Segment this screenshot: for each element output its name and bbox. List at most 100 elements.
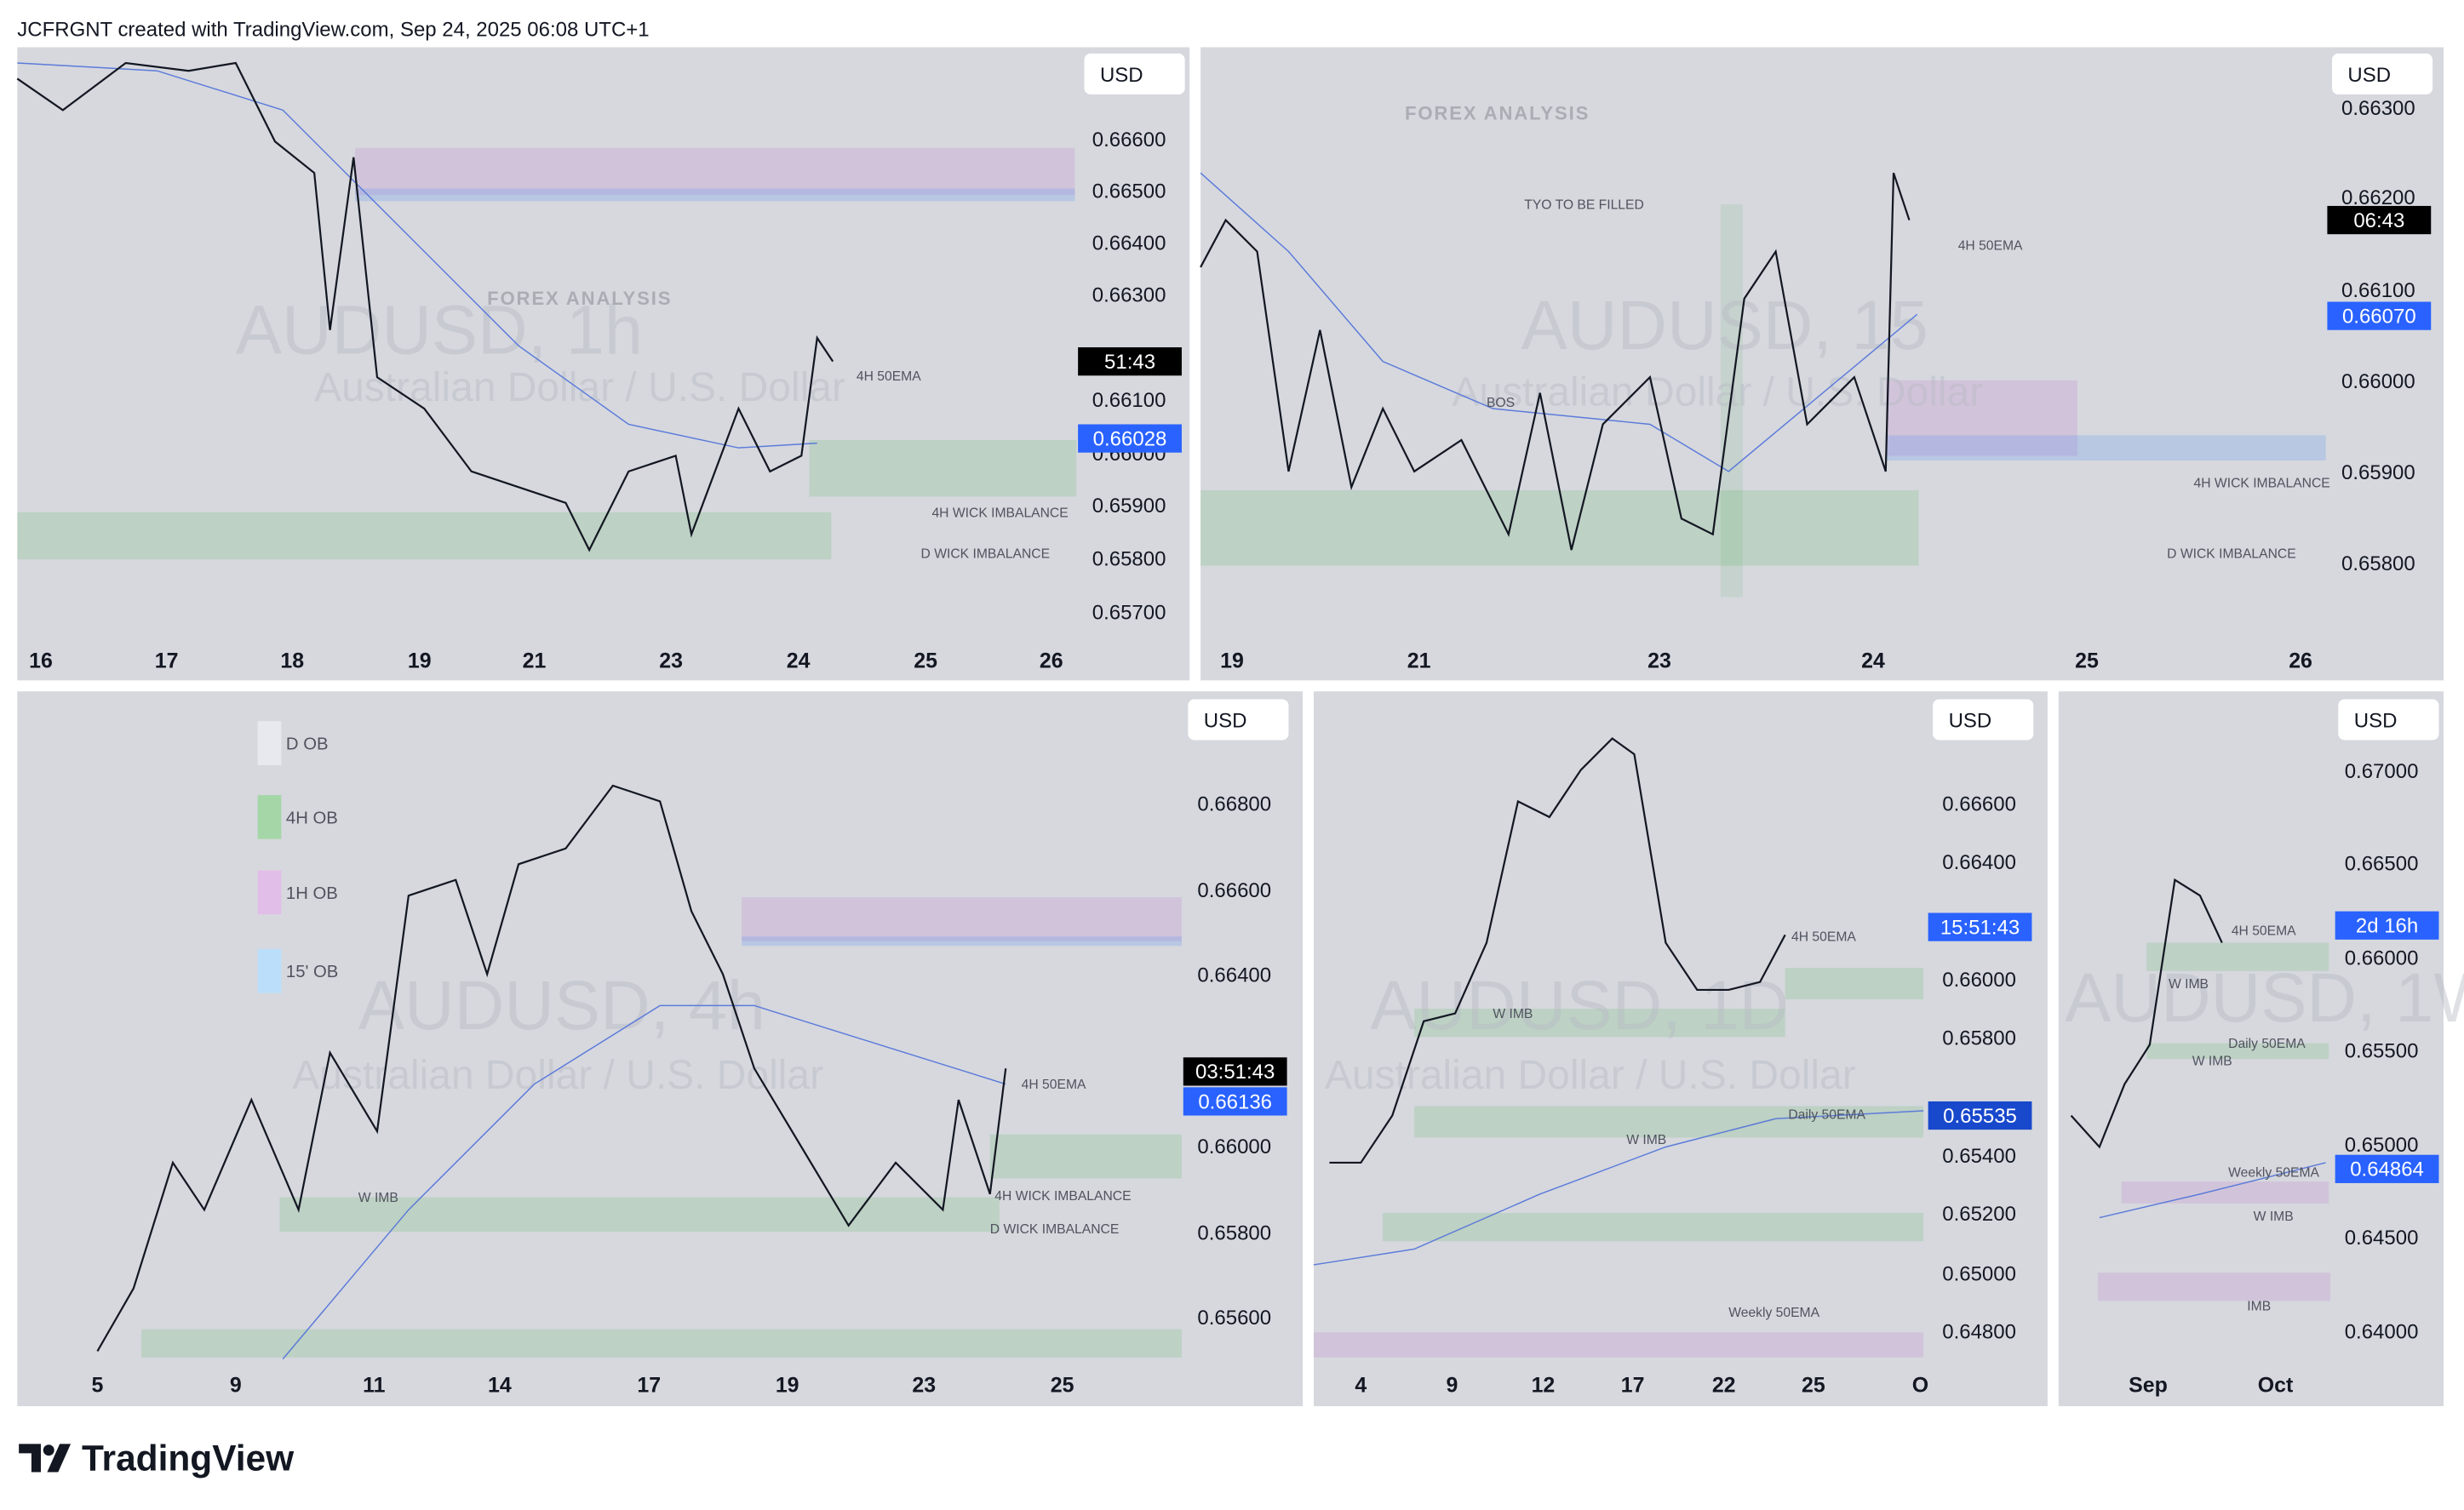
price-label: 0.65900 [2341,461,2415,484]
price-label: 0.65800 [1197,1221,1271,1244]
currency-button[interactable] [1188,699,1289,741]
annotation: 4H WICK IMBALANCE [994,1189,1131,1204]
price-badge [1183,1057,1287,1086]
logo-text: FOREX ANALYSIS [1405,102,1590,123]
price-label: 0.65200 [1942,1203,2016,1226]
price-label: 0.65700 [1092,601,1166,624]
price-badge [1928,912,2032,941]
price-label: 0.66300 [2341,97,2415,120]
date-label: 22 [1712,1373,1736,1397]
currency-button[interactable] [1933,699,2034,741]
footer-logo: TradingView [82,1439,295,1479]
price-badge [1078,424,1182,453]
price-line [1200,172,1911,551]
annotation: IMB [2247,1299,2271,1313]
price-label: 0.64800 [1942,1321,2016,1344]
badge-text: 51:43 [1104,351,1155,374]
zone [355,188,1075,202]
watermark-name: Australian Dollar / U.S. Dollar [314,365,845,410]
date-label: 19 [1220,649,1244,673]
price-label: 0.66500 [2345,853,2419,876]
zone [355,147,1075,196]
tradingview-logo: TradingView [19,1439,295,1479]
currency-button[interactable] [1084,53,1185,94]
price-line [16,61,834,552]
date-label: 21 [1407,649,1431,673]
annotation: 4H 50EMA [1791,930,1856,945]
zone [742,936,1182,947]
ema-line [1200,172,1918,472]
price-label: 0.65500 [2345,1039,2419,1062]
chart-panel: AUDUSD, 1D Australian Dollar / U.S. Dolla… [1313,691,2048,1407]
badge-text: 06:43 [2353,209,2404,232]
legend-label: 15' OB [286,963,338,981]
chart-panel: AUDUSD, 1W 0.67000 0.66500 0.66000 0.65500 0.… [2058,691,2464,1407]
price-badge [2327,205,2432,235]
date-label: 25 [1802,1373,1825,1397]
date-label: 25 [1051,1373,1074,1397]
annotation: 4H 50EMA [2232,924,2296,938]
price-label: 0.66000 [1942,969,2016,992]
zone [742,897,1182,941]
price-label: 0.66400 [1092,232,1166,255]
zone [1885,380,2077,456]
date-label: 12 [1532,1373,1556,1397]
annotation: W IMB [2192,1055,2232,1069]
currency-button[interactable] [2338,699,2439,741]
price-label: 0.66300 [1092,284,1166,307]
price-badge [1928,1101,2032,1130]
header-text: JCFRGNT created with TradingView.com, Se… [17,19,649,42]
annotation: W IMB [1493,1007,1533,1021]
price-label: 0.66600 [1092,129,1166,152]
logo-text: FOREX ANALYSIS [487,288,672,309]
currency-label: USD [2354,710,2398,733]
currency-button[interactable] [2331,53,2433,94]
date-label: 26 [1040,649,1063,673]
price-label: 0.65400 [1942,1145,2016,1168]
legend-label: D OB [286,735,329,754]
watermark-symbol: AUDUSD, 1h [236,291,643,369]
zone [2146,1043,2329,1060]
panel-background [2058,691,2444,1407]
date-label: 17 [1621,1373,1645,1397]
date-label: 25 [2075,649,2099,673]
zone [1721,204,1743,598]
zone [1885,435,2326,460]
zone [2121,1181,2329,1204]
price-badge [2335,1154,2439,1183]
annotation: W IMB [358,1191,398,1205]
zone [809,439,1077,497]
date-label: 11 [363,1373,385,1397]
badge-text: 15:51:43 [1940,916,2020,939]
annotation: W IMB [1626,1133,1666,1147]
zone [141,1329,1182,1358]
date-label: 23 [912,1373,936,1397]
badge-text: 03:51:43 [1195,1061,1275,1084]
annotation: D WICK IMBALANCE [990,1222,1120,1237]
currency-label: USD [1949,710,1992,733]
price-line [2070,878,2223,1149]
price-label: 0.67000 [2345,760,2419,783]
annotation: W IMB [2254,1210,2294,1224]
annotation: 4H 50EMA [857,369,921,384]
annotation: D WICK IMBALANCE [921,546,1051,561]
zone [1414,1106,1924,1138]
watermark-name: Australian Dollar / U.S. Dollar [1325,1053,1856,1098]
chart-panel: AUDUSD, 15 Australian Dollar / U.S. Dolla… [1200,47,2444,681]
date-label: 14 [488,1373,512,1397]
annotation: Weekly 50EMA [1728,1306,1819,1320]
ema-line [1313,1110,1924,1266]
price-label: 0.65900 [1092,495,1166,518]
date-label: 17 [155,649,179,673]
price-label: 0.66200 [2341,186,2415,209]
legend-swatch [257,795,282,839]
date-label: 16 [29,649,53,673]
price-label: 0.66800 [1197,793,1271,816]
date-label: Oct [2258,1373,2294,1397]
date-label: 19 [408,649,432,673]
panel-background [1313,691,2048,1407]
annotation: W IMB [2169,977,2209,992]
